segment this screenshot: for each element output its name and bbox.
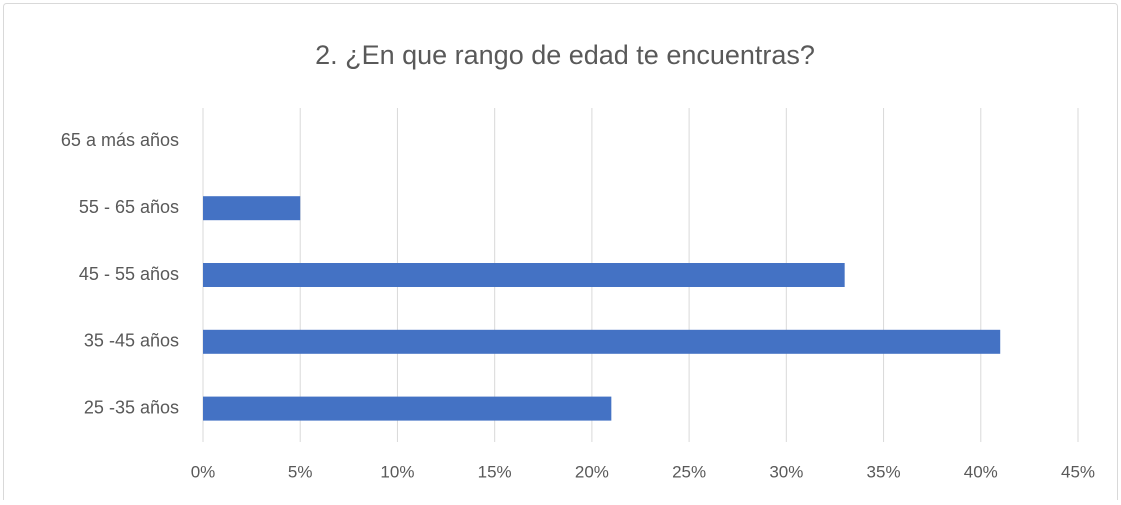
bar [203, 196, 301, 221]
bar [203, 396, 612, 421]
x-tick-label: 40% [964, 462, 998, 481]
x-tick-label: 0% [191, 462, 216, 481]
bar [203, 329, 1001, 354]
x-tick-label: 5% [288, 462, 313, 481]
x-tick-label: 15% [478, 462, 512, 481]
chart-border [3, 3, 1118, 505]
bar [203, 263, 845, 287]
chart-title: 2. ¿En que rango de edad te encuentras? [315, 40, 815, 70]
x-tick-label: 35% [867, 462, 901, 481]
x-tick-label: 25% [672, 462, 706, 481]
x-tick-label: 10% [380, 462, 414, 481]
x-tick-label: 30% [769, 462, 803, 481]
y-tick-label: 55 - 65 años [79, 197, 179, 217]
x-tick-label: 20% [575, 462, 609, 481]
y-tick-label: 65 a más años [61, 130, 179, 150]
y-tick-label: 35 -45 años [84, 331, 179, 351]
x-tick-label: 45% [1061, 462, 1095, 481]
y-tick-label: 25 -35 años [84, 397, 179, 417]
y-tick-label: 45 - 55 años [79, 264, 179, 284]
